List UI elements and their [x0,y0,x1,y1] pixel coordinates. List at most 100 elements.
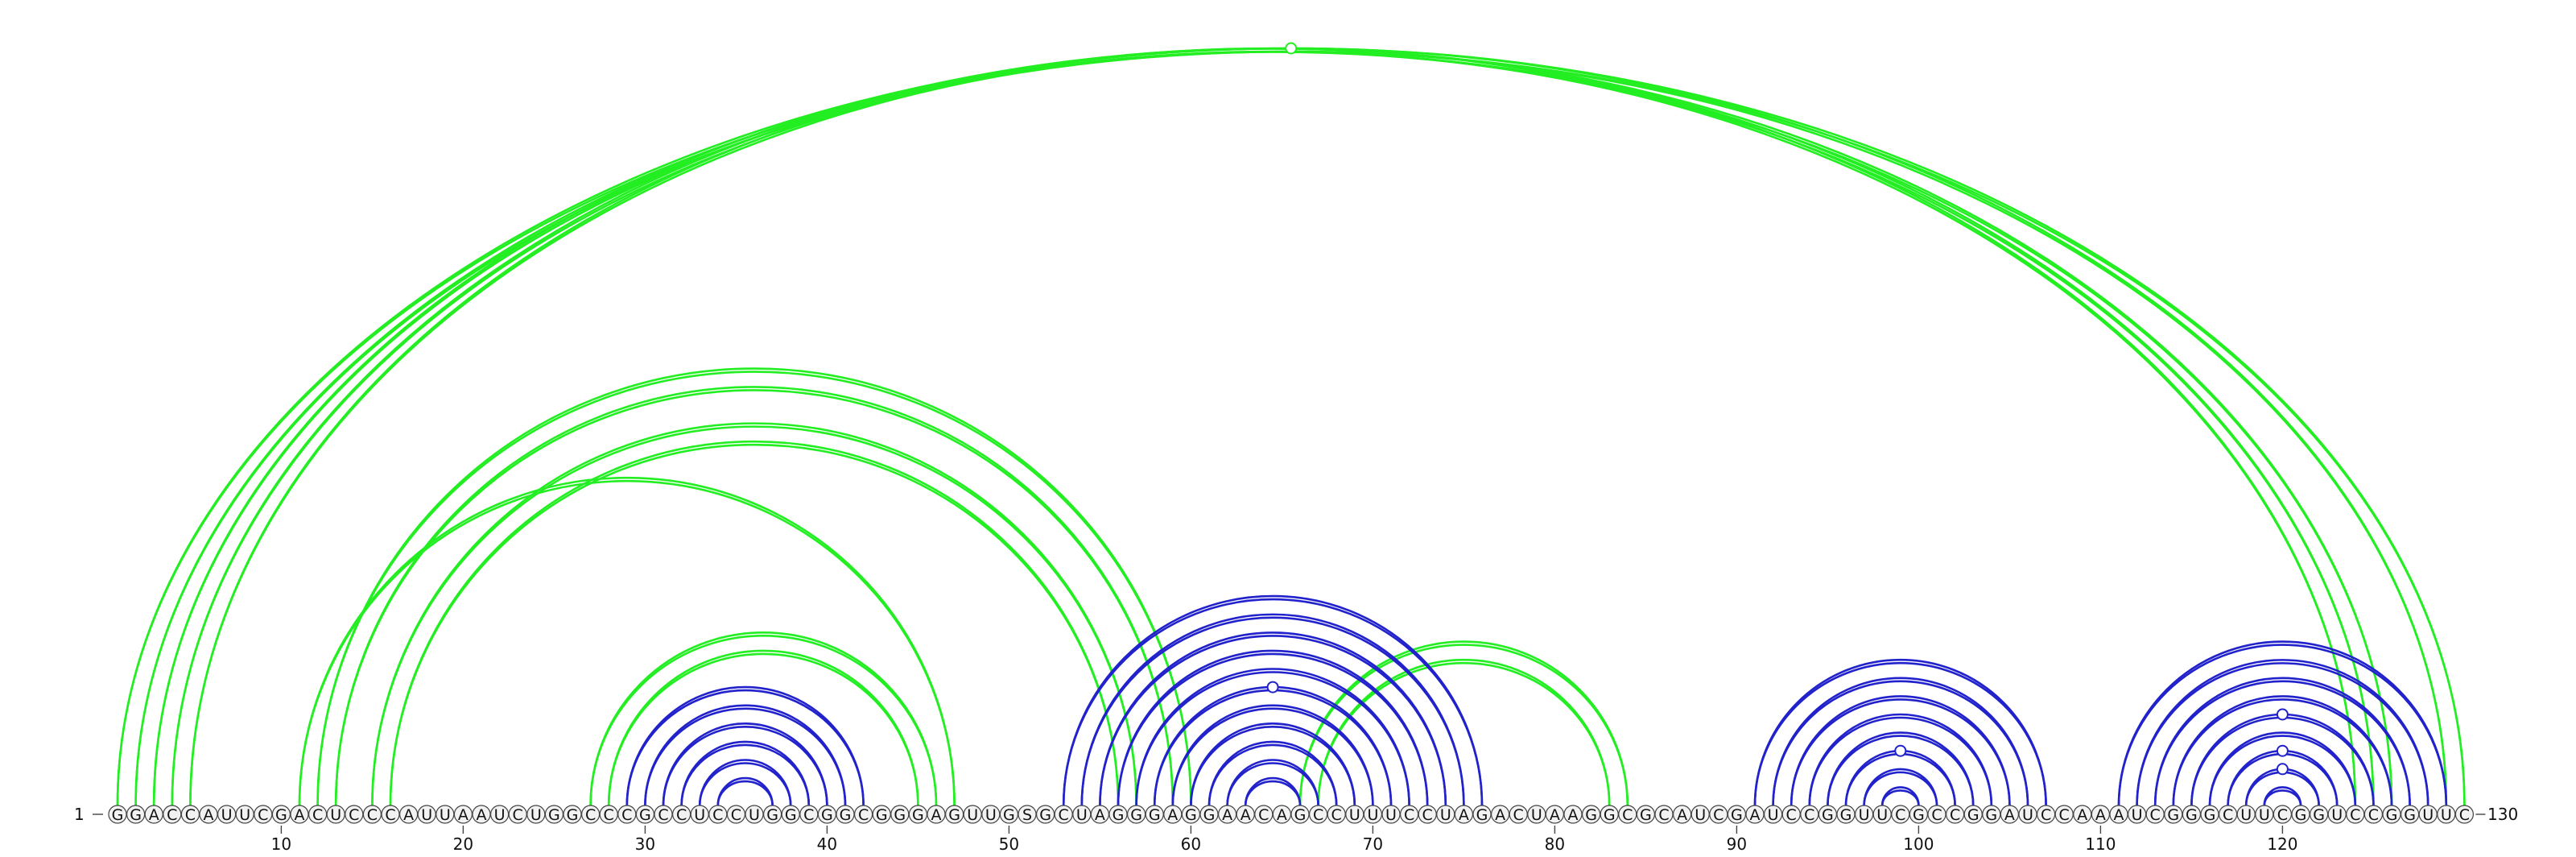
nucleotide-31: C [654,805,673,824]
svg-text:G: G [639,806,651,824]
nucleotide-51: S [1018,805,1037,824]
svg-text:A: A [149,806,159,824]
tick-label-110: 110 [2085,834,2116,854]
svg-text:A: A [1495,806,1505,824]
nucleotide-4: C [163,805,182,824]
nucleotide-54: U [1072,805,1092,824]
blue-gu-marker-96-102 [1894,744,1907,757]
tick-label-40: 40 [817,834,837,854]
svg-text:A: A [1750,806,1761,824]
nucleotide-59: A [1163,805,1183,824]
svg-text:U: U [239,806,250,824]
nucleotide-76: G [1472,805,1492,824]
svg-text:C: C [731,806,741,824]
svg-text:U: U [2132,806,2143,824]
nucleotide-92: U [1764,805,1783,824]
nucleotide-91: A [1745,805,1765,824]
nucleotide-128: U [2418,805,2438,824]
blue-pair-arc-53-76 [1062,594,1484,806]
blue-pair-arc-112-128 [2136,661,2429,806]
green-pair-arc-5-124 [189,50,2357,806]
blue-pair-arc-55-74 [1099,635,1447,806]
blue-pair-arc-94-104 [1808,713,1993,806]
svg-text:C: C [585,806,596,824]
blue-pair-arc-96-102 [1844,749,1956,806]
svg-text:S: S [1022,806,1032,824]
nucleotide-118: U [2236,805,2256,824]
nucleotide-17: A [399,805,419,824]
svg-text:G: G [1113,806,1125,824]
green-pair-arc-27-46 [589,631,938,806]
nucleotide-93: C [1781,805,1801,824]
nucleotide-125: C [2363,805,2383,824]
tick-label-10: 10 [271,834,291,854]
nucleotide-94: C [1800,805,1819,824]
svg-text:U: U [221,806,233,824]
svg-text:C: C [258,806,268,824]
svg-text:A: A [1459,806,1469,824]
nucleotide-86: C [1654,805,1674,824]
nucleotide-11: A [290,805,309,824]
nucleotide-32: C [671,805,691,824]
nucleotide-18: U [417,805,436,824]
svg-text:C: C [658,806,668,824]
nucleotide-119: U [2255,805,2274,824]
blue-pair-arc-59-70 [1171,707,1374,806]
green-pair-arc-11-47 [298,479,956,806]
svg-text:C: C [1331,806,1342,824]
nucleotide-90: G [1727,805,1746,824]
green-pair-arc-16-56 [389,440,1120,806]
svg-text:A: A [2077,806,2087,824]
nucleotide-129: U [2437,805,2456,824]
svg-text:C: C [2368,806,2379,824]
nucleotide-28: C [599,805,618,824]
blue-pair-arc-54-75 [1080,616,1465,806]
svg-text:G: G [1822,806,1834,824]
nucleotide-57: G [1126,805,1146,824]
svg-text:G: G [112,806,124,824]
green-pair-arc-15-57 [371,425,1137,806]
nucleotide-124: C [2346,805,2365,824]
blue-pair-arc-115-125 [2190,713,2375,806]
nucleotide-100: G [1909,805,1928,824]
nucleotide-35: C [726,805,746,824]
svg-text:C: C [1422,806,1433,824]
blue-pair-arc-33-38 [698,759,792,806]
nucleotide-23: C [508,805,527,824]
nucleotide-89: C [1709,805,1728,824]
nucleotide-102: C [1946,805,1965,824]
svg-text:G: G [1604,806,1616,824]
nucleotide-12: C [308,805,328,824]
nucleotide-71: U [1381,805,1401,824]
blue-pair-arc-111-129 [2117,640,2448,806]
svg-text:U: U [2331,806,2343,824]
svg-text:U: U [1876,806,1888,824]
blue-pair-arc-119-121 [2263,789,2302,806]
blue-pair-arc-116-124 [2208,735,2357,806]
svg-text:A: A [1167,806,1178,824]
nucleotide-75: A [1454,805,1474,824]
svg-text:G: G [1185,806,1197,824]
svg-text:C: C [2459,806,2470,824]
nucleotide-66: G [1290,805,1310,824]
blue-gu-marker-58-71 [1266,681,1279,693]
nucleotide-85: G [1636,805,1656,824]
svg-text:G: G [1130,806,1142,824]
nucleotide-41: G [836,805,855,824]
svg-text:U: U [967,806,978,824]
svg-text:C: C [1404,806,1414,824]
blue-gu-marker-118-122 [2276,763,2289,776]
nucleotide-121: G [2291,805,2310,824]
nucleotide-117: C [2219,805,2238,824]
nucleotide-96: G [1836,805,1856,824]
nucleotide-130: C [2454,805,2474,824]
nucleotide-60: G [1181,805,1201,824]
green-pair-arc-12-60 [316,367,1192,806]
svg-text:A: A [2004,806,2015,824]
nucleotide-6: A [199,805,218,824]
nucleotide-78: C [1509,805,1528,824]
nucleotide-62: A [1217,805,1237,824]
base-pair-arcs [116,42,2466,806]
svg-text:G: G [2204,806,2216,824]
nucleotide-103: G [1963,805,1983,824]
